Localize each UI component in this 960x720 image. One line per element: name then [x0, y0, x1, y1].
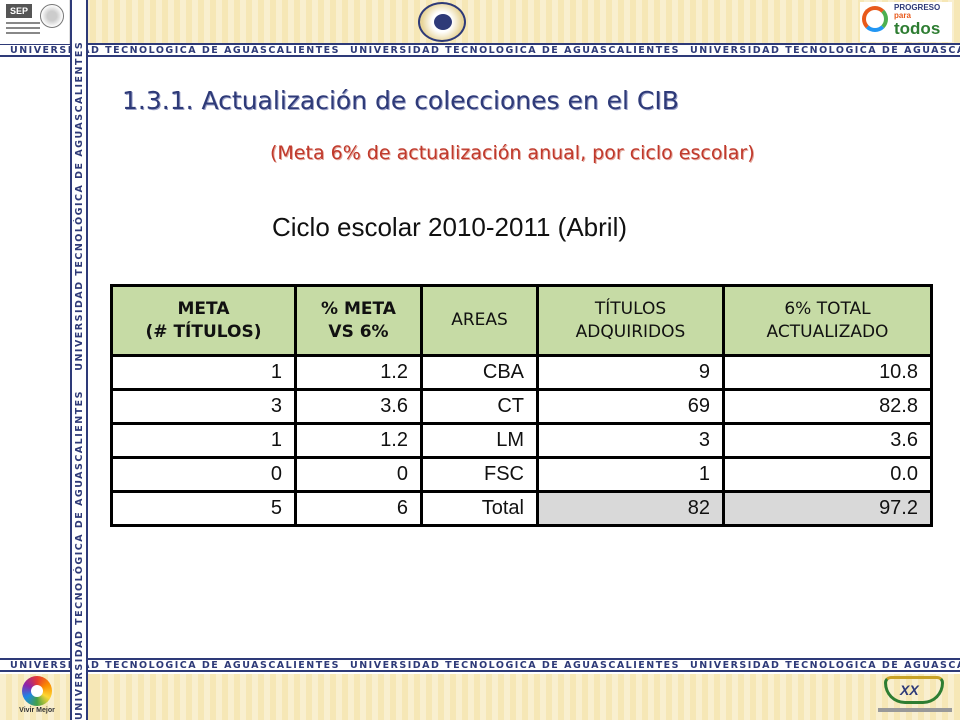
header-titles-acquired: TÍTULOS ADQUIRIDOS [536, 284, 725, 357]
progreso-line-2: para [894, 11, 911, 20]
cell-percent-meta: 3.6 [294, 388, 423, 425]
table-header-row: META (# TÍTULOS) % META VS 6% AREAS TÍTU… [110, 284, 933, 357]
banner-text-6: UNIVERSIDAD TECNOLÓGICA DE AGUASCALIENTE… [690, 659, 960, 671]
cell-percent-meta: 1.2 [294, 422, 423, 459]
table-row: 0 0 FSC 1 0.0 [110, 456, 933, 493]
vertical-banner-text-1: UNIVERSIDAD TECNOLÓGICA DE AGUASCALIENTE… [74, 389, 85, 720]
xx-anniversary-mark-icon [884, 676, 944, 704]
table-row: 1 1.2 LM 3 3.6 [110, 422, 933, 459]
banner-text-5: UNIVERSIDAD TECNOLÓGICA DE AGUASCALIENTE… [350, 659, 681, 671]
vertical-banner-text-2: UNIVERSIDAD TECNOLÓGICA DE AGUASCALIENTE… [74, 40, 85, 371]
cell-area: CBA [420, 354, 539, 391]
table-row: 1 1.2 CBA 9 10.8 [110, 354, 933, 391]
university-seal-center [434, 14, 452, 30]
vivir-mejor-label: Vivir Mejor [19, 707, 55, 714]
header-total-updated: 6% TOTAL ACTUALIZADO [722, 284, 933, 357]
header-meta: META (# TÍTULOS) [110, 284, 297, 357]
cell-total-updated-total: 97.2 [722, 490, 933, 527]
top-band [0, 0, 960, 44]
cell-titles-acquired: 1 [536, 456, 725, 493]
university-seal-icon [418, 2, 466, 42]
cell-meta-total: 5 [110, 490, 297, 527]
top-banner: UNIVERSIDAD TECNOLÓGICA DE AGUASCALIENTE… [0, 43, 960, 57]
cell-area: LM [420, 422, 539, 459]
bottom-band-stripes [0, 674, 960, 720]
header-titles-acquired-line1: TÍTULOS [594, 299, 667, 320]
left-vertical-banner: UNIVERSIDAD TECNOLÓGICA DE AGUASCALIENTE… [70, 0, 88, 720]
cell-meta: 1 [110, 422, 297, 459]
cell-meta: 3 [110, 388, 297, 425]
cycle-label: Ciclo escolar 2010-2011 (Abril) [272, 212, 628, 242]
cell-percent-meta: 0 [294, 456, 423, 493]
header-areas-line1: AREAS [451, 310, 508, 331]
cell-total-updated: 82.8 [722, 388, 933, 425]
cell-titles-acquired: 3 [536, 422, 725, 459]
banner-text-4: UNIVERSIDAD TECNOLÓGICA DE AGUASCALIENTE… [10, 659, 341, 671]
left-band-bottom [88, 674, 100, 720]
banner-text-1: UNIVERSIDAD TECNOLÓGICA DE AGUASCALIENTE… [10, 44, 341, 56]
progreso-line-1: PROGRESO [894, 3, 941, 12]
sep-logo-label: SEP [6, 4, 32, 18]
vivir-mejor-logo: Vivir Mejor [14, 676, 60, 720]
cell-total-updated: 3.6 [722, 422, 933, 459]
top-band-stripes [0, 0, 960, 44]
cell-meta: 0 [110, 456, 297, 493]
bottom-band [0, 674, 960, 720]
slide-subtitle: (Meta 6% de actualización anual, por cic… [270, 142, 755, 164]
header-total-updated-line2: ACTUALIZADO [766, 321, 889, 342]
cell-area-total: Total [420, 490, 539, 527]
table-total-row: 5 6 Total 82 97.2 [110, 490, 933, 527]
vivir-mejor-flower-icon [22, 676, 52, 706]
cell-titles-acquired: 69 [536, 388, 725, 425]
sep-logo-lines [6, 22, 40, 37]
header-percent-meta-line1: % META [321, 299, 396, 320]
header-meta-line2: (# TÍTULOS) [145, 321, 262, 342]
cell-area: FSC [420, 456, 539, 493]
progreso-para-todos-logo: PROGRESO para todos [860, 2, 952, 42]
header-percent-meta-line2: VS 6% [328, 321, 389, 342]
cell-titles-acquired-total: 82 [536, 490, 725, 527]
cell-total-updated: 10.8 [722, 354, 933, 391]
cell-total-updated: 0.0 [722, 456, 933, 493]
bottom-banner: UNIVERSIDAD TECNOLÓGICA DE AGUASCALIENTE… [0, 658, 960, 672]
xx-anniversary-underline [878, 708, 952, 712]
xx-anniversary-logo: XX [878, 676, 952, 718]
header-percent-meta: % META VS 6% [294, 284, 423, 357]
slide-title: 1.3.1. Actualización de colecciones en e… [122, 86, 679, 115]
cell-meta: 1 [110, 354, 297, 391]
header-total-updated-line1: 6% TOTAL [784, 299, 871, 320]
progreso-line-3: todos [894, 19, 941, 38]
table-row: 3 3.6 CT 69 82.8 [110, 388, 933, 425]
banner-text-2: UNIVERSIDAD TECNOLÓGICA DE AGUASCALIENTE… [350, 44, 681, 56]
progreso-logo-text: PROGRESO para todos [894, 3, 941, 38]
cell-percent-meta: 1.2 [294, 354, 423, 391]
sep-logo: SEP [0, 0, 70, 44]
header-areas: AREAS [420, 284, 539, 357]
vertical-banner-text: UNIVERSIDAD TECNOLÓGICA DE AGUASCALIENTE… [73, 0, 86, 720]
cell-titles-acquired: 9 [536, 354, 725, 391]
cell-area: CT [420, 388, 539, 425]
collections-table: META (# TÍTULOS) % META VS 6% AREAS TÍTU… [110, 284, 933, 527]
mexico-seal-icon [40, 4, 64, 28]
header-meta-line1: META [177, 299, 230, 320]
cell-percent-meta-total: 6 [294, 490, 423, 527]
banner-text-3: UNIVERSIDAD TECNOLÓGICA DE AGUASCALIENTE… [690, 44, 960, 56]
header-titles-acquired-line2: ADQUIRIDOS [575, 321, 686, 342]
progreso-mark-icon [862, 6, 888, 32]
xx-anniversary-text: XX [900, 682, 919, 698]
